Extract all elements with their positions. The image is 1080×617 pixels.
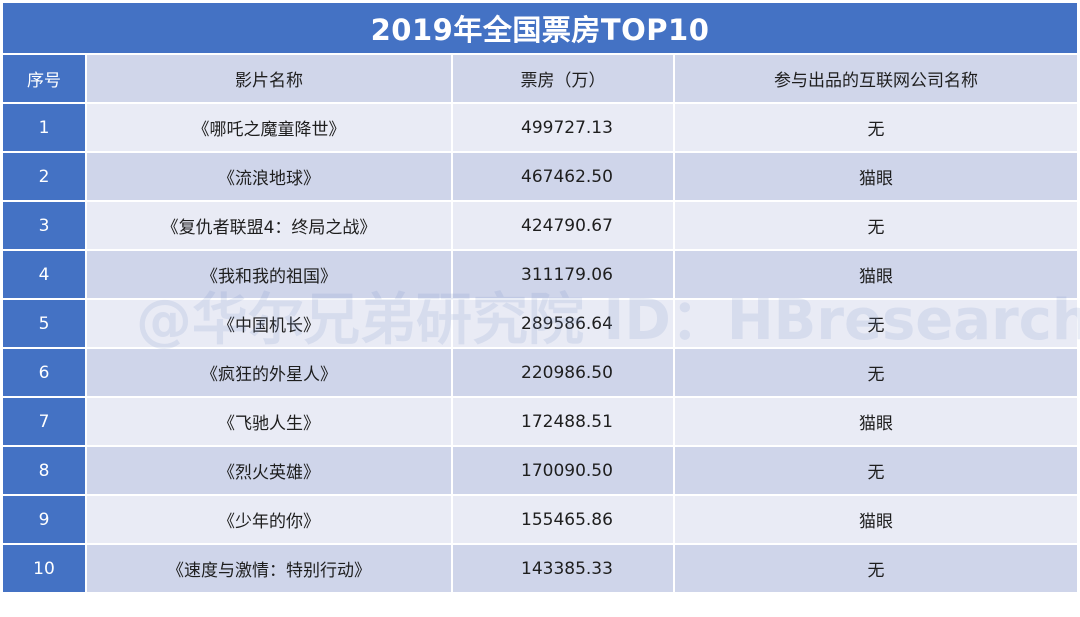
- partner-company: 无: [675, 349, 1077, 398]
- column-header-gross: 票房（万）: [453, 55, 675, 104]
- box-office-gross: 170090.50: [453, 447, 675, 496]
- row-index: 9: [3, 496, 87, 545]
- row-index: 6: [3, 349, 87, 398]
- film-name: 《少年的你》: [87, 496, 453, 545]
- partner-company: 无: [675, 202, 1077, 251]
- table-row: 2 《流浪地球》 467462.50 猫眼: [3, 153, 1077, 202]
- film-name: 《中国机长》: [87, 300, 453, 349]
- box-office-gross: 220986.50: [453, 349, 675, 398]
- film-name: 《疯狂的外星人》: [87, 349, 453, 398]
- film-name: 《速度与激情：特别行动》: [87, 545, 453, 594]
- table-row: 7 《飞驰人生》 172488.51 猫眼: [3, 398, 1077, 447]
- table-row: 5 《中国机长》 289586.64 无: [3, 300, 1077, 349]
- box-office-gross: 499727.13: [453, 104, 675, 153]
- row-index: 8: [3, 447, 87, 496]
- box-office-gross: 155465.86: [453, 496, 675, 545]
- box-office-gross: 143385.33: [453, 545, 675, 594]
- column-header-film: 影片名称: [87, 55, 453, 104]
- table-title: 2019年全国票房TOP10: [3, 3, 1077, 53]
- film-name: 《复仇者联盟4：终局之战》: [87, 202, 453, 251]
- partner-company: 猫眼: [675, 398, 1077, 447]
- table-row: 8 《烈火英雄》 170090.50 无: [3, 447, 1077, 496]
- film-name: 《我和我的祖国》: [87, 251, 453, 300]
- box-office-gross: 424790.67: [453, 202, 675, 251]
- box-office-gross: 467462.50: [453, 153, 675, 202]
- column-header-index: 序号: [3, 55, 87, 104]
- film-name: 《烈火英雄》: [87, 447, 453, 496]
- row-index: 10: [3, 545, 87, 594]
- film-name: 《流浪地球》: [87, 153, 453, 202]
- partner-company: 猫眼: [675, 153, 1077, 202]
- box-office-gross: 311179.06: [453, 251, 675, 300]
- film-name: 《飞驰人生》: [87, 398, 453, 447]
- row-index: 3: [3, 202, 87, 251]
- partner-company: 猫眼: [675, 251, 1077, 300]
- row-index: 2: [3, 153, 87, 202]
- partner-company: 无: [675, 300, 1077, 349]
- partner-company: 无: [675, 545, 1077, 594]
- box-office-gross: 172488.51: [453, 398, 675, 447]
- row-index: 4: [3, 251, 87, 300]
- row-index: 7: [3, 398, 87, 447]
- table-row: 3 《复仇者联盟4：终局之战》 424790.67 无: [3, 202, 1077, 251]
- table-row: 4 《我和我的祖国》 311179.06 猫眼: [3, 251, 1077, 300]
- table-row: 1 《哪吒之魔童降世》 499727.13 无: [3, 104, 1077, 153]
- row-index: 5: [3, 300, 87, 349]
- film-name: 《哪吒之魔童降世》: [87, 104, 453, 153]
- partner-company: 猫眼: [675, 496, 1077, 545]
- header-row: 序号 影片名称 票房（万） 参与出品的互联网公司名称: [3, 55, 1077, 104]
- table-row: 6 《疯狂的外星人》 220986.50 无: [3, 349, 1077, 398]
- column-header-partner: 参与出品的互联网公司名称: [675, 55, 1077, 104]
- partner-company: 无: [675, 447, 1077, 496]
- table-row: 10 《速度与激情：特别行动》 143385.33 无: [3, 545, 1077, 594]
- row-index: 1: [3, 104, 87, 153]
- box-office-table: 序号 影片名称 票房（万） 参与出品的互联网公司名称 1 《哪吒之魔童降世》 4…: [3, 55, 1077, 594]
- partner-company: 无: [675, 104, 1077, 153]
- table-row: 9 《少年的你》 155465.86 猫眼: [3, 496, 1077, 545]
- box-office-gross: 289586.64: [453, 300, 675, 349]
